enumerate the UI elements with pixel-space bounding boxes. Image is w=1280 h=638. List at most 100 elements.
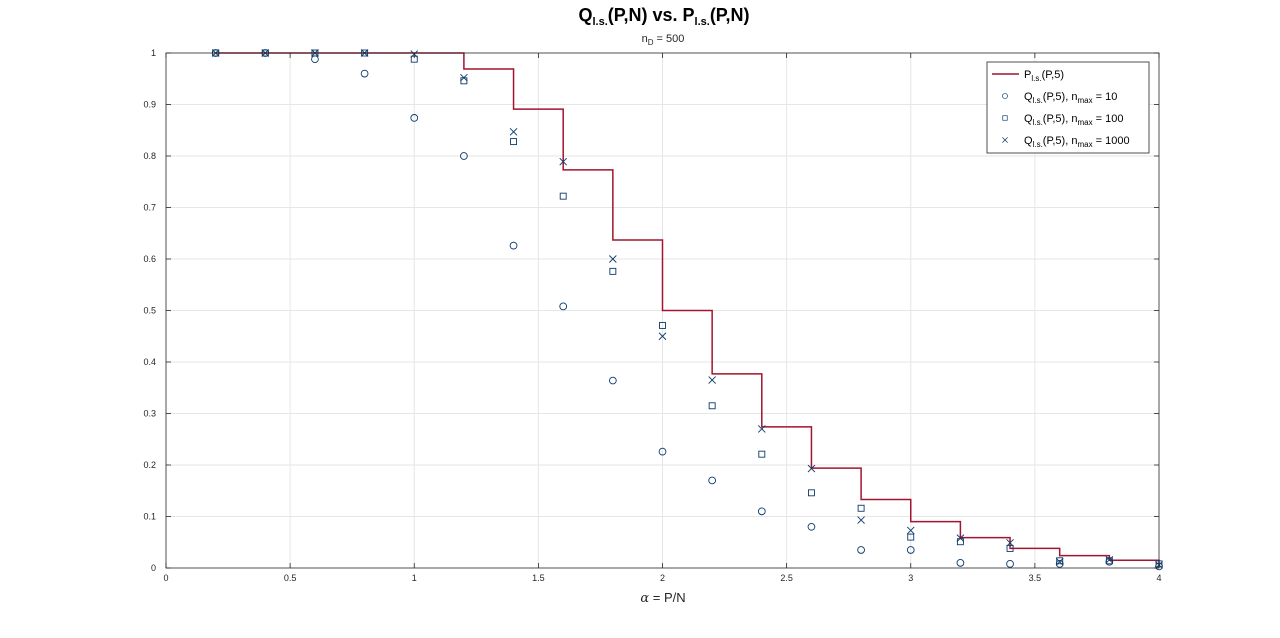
x-marker-stroke (460, 73, 468, 82)
legend-label-part: max (1077, 140, 1092, 149)
data-point-circle (608, 376, 617, 385)
legend-label-part: = 1000 (1093, 135, 1130, 147)
data-point-square (708, 402, 716, 410)
legend-marker-circle (1002, 93, 1008, 99)
legend-label-part: Q (1024, 135, 1033, 147)
legend-label-part: l.s. (1031, 74, 1041, 83)
x-marker-stroke (658, 332, 667, 341)
data-point-circle (658, 447, 667, 456)
data-point-square (857, 504, 865, 512)
x-marker-stroke (1002, 137, 1008, 143)
x-marker-stroke (708, 376, 716, 384)
data-point-square (808, 489, 815, 497)
chart-subtitle: nD = 500 (642, 33, 685, 47)
legend-box (986, 61, 1150, 154)
data-point-square (907, 533, 915, 541)
data-point-square (659, 321, 666, 329)
x-tick-label: 1 (412, 573, 417, 583)
data-point-x (807, 464, 816, 473)
legend-label-part: max (1077, 96, 1092, 105)
data-point-square (609, 267, 617, 275)
title-part-end: (P,N) (710, 5, 750, 25)
x-marker-stroke (1105, 555, 1114, 564)
title-part-vs: (P,N) vs. P (608, 5, 695, 25)
data-point-circle (460, 152, 468, 160)
data-point-square (1105, 557, 1113, 565)
data-point-circle (708, 476, 717, 485)
legend-entry-label: Ql.s.(P,5), nmax = 100 (1024, 113, 1123, 127)
axis-ticks (165, 52, 1160, 569)
y-tick-label: 0.6 (143, 254, 156, 264)
data-point-x (906, 526, 915, 535)
data-point-x (509, 127, 518, 136)
y-tick-label: 0.3 (143, 409, 156, 419)
data-point-circle (807, 522, 816, 531)
x-marker-stroke (1055, 558, 1064, 566)
x-marker-stroke (509, 127, 518, 136)
data-point-x (956, 534, 965, 542)
legend-swatch-x (1002, 137, 1008, 143)
y-tick-label: 0.4 (143, 357, 156, 367)
title-part-ls-1: l.s. (593, 16, 608, 28)
subtitle-part-n: n (642, 33, 648, 45)
data-point-square (559, 192, 567, 200)
legend-label-part: (P,5), n (1043, 135, 1078, 147)
data-point-x (1006, 538, 1014, 547)
legend-label-part: = 10 (1093, 91, 1118, 103)
x-marker-stroke (609, 255, 617, 263)
y-tick-label: 1 (151, 48, 156, 58)
legend-entry-label: Ql.s.(P,5), nmax = 10 (1024, 91, 1117, 105)
legend-entry-label: Pl.s.(P,5) (1024, 69, 1064, 83)
legend-label-part: Q (1024, 113, 1033, 125)
legend-label-part: = 100 (1093, 113, 1124, 125)
x-axis-label: α = P/N (640, 590, 685, 606)
data-point-circle (906, 546, 915, 554)
chart-title: Ql.s.(P,N) vs. Pl.s.(P,N) (578, 5, 749, 28)
step-series-line (215, 52, 1160, 563)
tick-labels: 0 0.5 1 1.5 2 2.5 3 3.5 4 0 0.1 0.2 0.3 0.4 0.5 0.6 0.7 0… (143, 48, 1161, 583)
x-marker-stroke (807, 464, 816, 473)
data-point-square (1056, 557, 1064, 565)
y-tick-label: 0.8 (143, 151, 156, 161)
data-point-circle (1006, 560, 1014, 568)
x-marker-stroke (906, 526, 915, 535)
data-point-circle (956, 558, 965, 567)
data-point-x (1105, 555, 1114, 564)
legend: Pl.s.(P,5)Ql.s.(P,5), nmax = 10Ql.s.(P,5… (986, 61, 1150, 154)
data-point-x (658, 332, 667, 341)
subtitle-part-d: D (648, 38, 654, 47)
y-tick-label: 0.1 (143, 512, 156, 522)
x-tick-label: 0 (163, 573, 168, 583)
x-tick-label: 0.5 (284, 573, 297, 583)
x-label-rest: = P/N (649, 590, 686, 605)
x-tick-label: 1.5 (532, 573, 545, 583)
step-series-layer (215, 52, 1160, 563)
x-label-alpha: α (640, 591, 649, 606)
data-point-circle (509, 241, 518, 250)
x-tick-label: 3 (908, 573, 913, 583)
data-point-circle (360, 69, 369, 78)
legend-swatch-square (1002, 115, 1008, 121)
y-tick-label: 0.7 (143, 203, 156, 213)
data-point-square (758, 450, 766, 458)
y-tick-label: 0.2 (143, 460, 156, 470)
x-tick-label: 4 (1156, 573, 1161, 583)
x-tick-label: 2 (660, 573, 665, 583)
legend-label-part: Q (1024, 91, 1033, 103)
data-point-circle (410, 114, 419, 122)
x-tick-label: 3.5 (1029, 573, 1042, 583)
legend-label-part: P (1024, 69, 1031, 81)
data-point-square (1006, 544, 1014, 552)
x-marker-stroke (857, 516, 865, 524)
legend-label-part: (P,5) (1042, 69, 1064, 81)
data-point-x (857, 516, 865, 524)
data-point-x (559, 157, 568, 166)
legend-marker-x (1002, 137, 1008, 143)
legend-label-part: l.s. (1033, 140, 1043, 149)
title-part-q: Q (578, 5, 592, 25)
data-point-circle (757, 507, 766, 516)
data-point-square (510, 138, 517, 146)
x-marker-stroke (757, 425, 766, 433)
title-part-ls-2: l.s. (695, 16, 710, 28)
